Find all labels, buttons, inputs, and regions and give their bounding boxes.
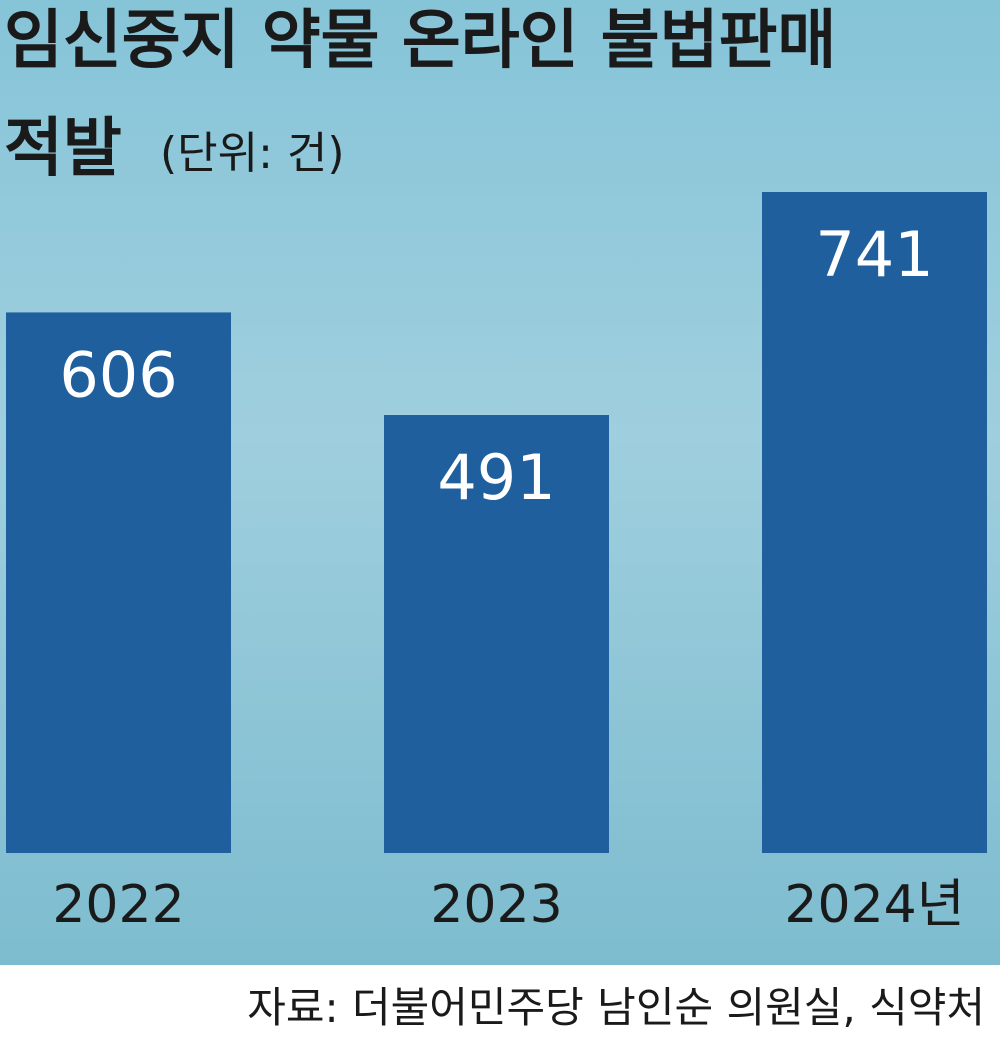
chart-title: 적발 [4,112,122,186]
x-tick-label: 2023 [430,875,562,935]
x-tick-label: 2022 [52,875,184,935]
footer-background [0,965,1000,1043]
bar [762,192,987,853]
x-tick-label: 2024년 [784,875,964,935]
value-label: 491 [437,441,555,514]
bar [6,312,231,853]
bar [384,415,609,853]
value-label: 606 [59,338,177,411]
value-label: 741 [815,218,933,291]
chart-title: 임신중지 약물 온라인 불법판매 [4,4,836,78]
source-note: 자료: 더불어민주당 남인순 의원실, 식약처 [247,983,985,1032]
chart-subtitle: (단위: 건) [160,128,345,179]
